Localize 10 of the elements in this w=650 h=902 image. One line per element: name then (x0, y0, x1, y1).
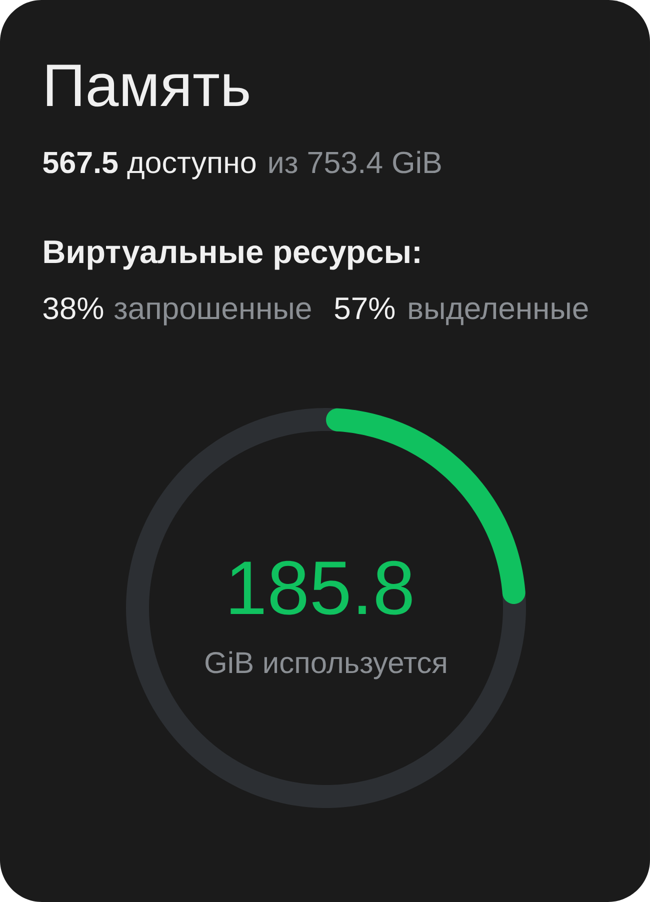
text: GiB используется (206, 651, 446, 680)
chart-subtitle: 567.5 доступно (43, 152, 256, 180)
data-label: 185.8 (230, 560, 412, 615)
text: 38% (43, 297, 104, 320)
text: запрошенные (114, 302, 311, 326)
text: из 753.4 GiB (269, 150, 441, 174)
chart-title: Память (47, 64, 249, 107)
text: выделенные (409, 302, 588, 326)
text: Виртуальные ресурсы: (44, 240, 420, 270)
text: 57% (334, 297, 395, 320)
